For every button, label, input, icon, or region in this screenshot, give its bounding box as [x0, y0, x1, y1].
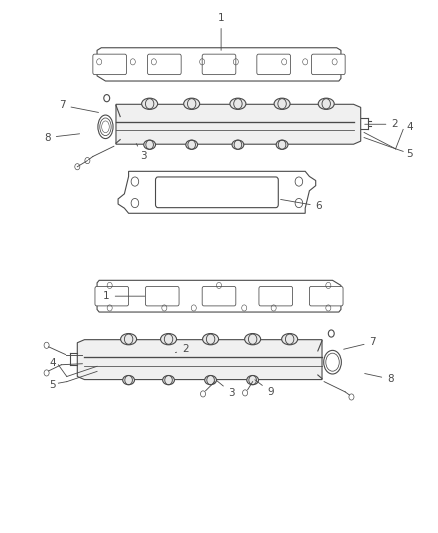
- Ellipse shape: [274, 98, 290, 109]
- Ellipse shape: [276, 140, 288, 149]
- Ellipse shape: [247, 375, 258, 385]
- Ellipse shape: [100, 118, 111, 135]
- Ellipse shape: [230, 98, 246, 109]
- Text: 5: 5: [406, 149, 413, 159]
- Ellipse shape: [203, 334, 219, 345]
- Text: 2: 2: [365, 119, 398, 130]
- PathPatch shape: [97, 48, 341, 81]
- Ellipse shape: [162, 375, 174, 385]
- Ellipse shape: [120, 334, 137, 345]
- FancyBboxPatch shape: [202, 54, 236, 75]
- Text: 6: 6: [281, 199, 322, 211]
- Ellipse shape: [324, 350, 341, 374]
- FancyBboxPatch shape: [309, 286, 343, 306]
- FancyBboxPatch shape: [93, 54, 127, 75]
- FancyBboxPatch shape: [257, 54, 290, 75]
- Ellipse shape: [326, 353, 339, 371]
- Text: 1: 1: [218, 13, 224, 50]
- Text: 3: 3: [217, 381, 235, 398]
- Ellipse shape: [123, 375, 134, 385]
- Text: 4: 4: [406, 122, 413, 132]
- FancyBboxPatch shape: [202, 286, 236, 306]
- Ellipse shape: [232, 140, 244, 149]
- Ellipse shape: [186, 140, 198, 149]
- Ellipse shape: [98, 115, 113, 139]
- Text: 7: 7: [59, 100, 99, 112]
- Ellipse shape: [184, 98, 200, 109]
- FancyBboxPatch shape: [95, 286, 129, 306]
- Text: 3: 3: [136, 143, 147, 161]
- FancyBboxPatch shape: [311, 54, 345, 75]
- Ellipse shape: [141, 98, 158, 109]
- Text: 1: 1: [103, 291, 145, 301]
- Text: 4: 4: [49, 358, 56, 368]
- FancyBboxPatch shape: [145, 286, 179, 306]
- Ellipse shape: [282, 334, 298, 345]
- FancyBboxPatch shape: [155, 177, 278, 208]
- PathPatch shape: [118, 171, 316, 213]
- FancyBboxPatch shape: [148, 54, 181, 75]
- Ellipse shape: [161, 334, 177, 345]
- Text: 7: 7: [344, 337, 376, 349]
- Text: 9: 9: [255, 379, 274, 397]
- Ellipse shape: [144, 140, 155, 149]
- Ellipse shape: [102, 121, 109, 133]
- PathPatch shape: [77, 340, 322, 379]
- Ellipse shape: [318, 98, 334, 109]
- PathPatch shape: [97, 280, 341, 312]
- PathPatch shape: [116, 104, 361, 144]
- Text: 2: 2: [175, 344, 189, 354]
- Text: 8: 8: [44, 133, 80, 142]
- Text: 8: 8: [365, 374, 394, 384]
- Text: 5: 5: [49, 380, 56, 390]
- Ellipse shape: [205, 375, 216, 385]
- FancyBboxPatch shape: [259, 286, 293, 306]
- Ellipse shape: [245, 334, 261, 345]
